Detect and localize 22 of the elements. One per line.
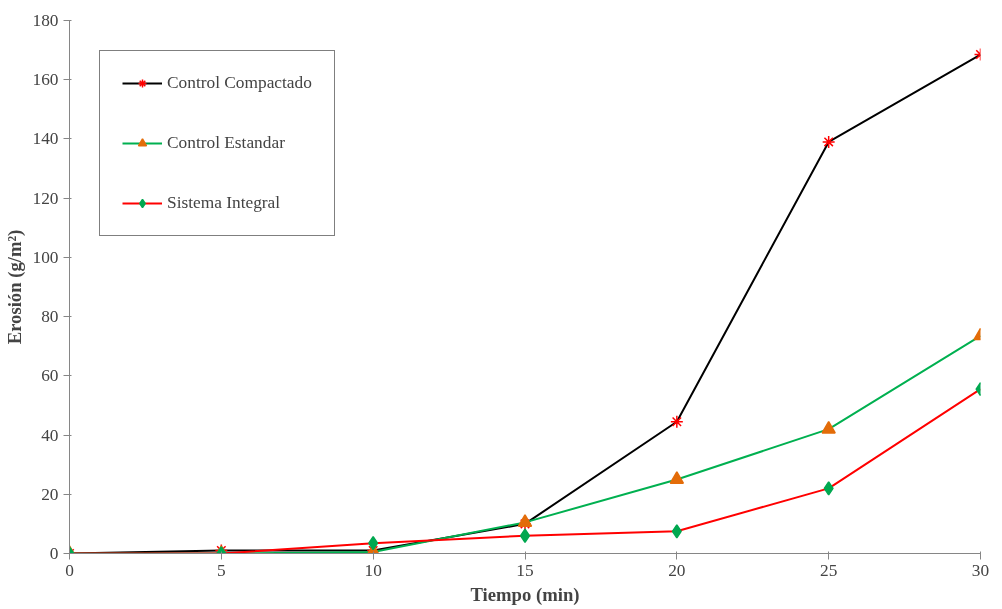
y-tick-label: 120: [32, 188, 59, 208]
y-tick-label: 180: [32, 11, 59, 30]
x-tick-label: 30: [971, 560, 990, 580]
y-tick-label: 0: [49, 544, 59, 563]
y-tick-label: 140: [32, 129, 59, 149]
y-tick-label: 80: [41, 307, 59, 327]
legend-label: Control Estandar: [167, 133, 285, 153]
y-tick-label: 160: [32, 70, 59, 90]
legend-label: Control Compactado: [167, 73, 312, 93]
y-tick-label: 60: [41, 366, 59, 386]
x-tick-label: 25: [820, 560, 838, 580]
x-tick-label: 10: [364, 560, 382, 580]
y-tick-label: 20: [41, 484, 59, 504]
x-tick-label: 5: [217, 560, 226, 580]
x-tick-label: 15: [516, 560, 534, 580]
legend-label: Sistema Integral: [167, 193, 281, 213]
y-tick-label: 100: [32, 247, 59, 267]
x-tick-label: 20: [668, 560, 686, 580]
x-axis-title: Tiempo (min): [470, 583, 580, 606]
x-tick-label: 0: [65, 560, 74, 580]
y-axis-title: Erosión (g/m²): [3, 229, 26, 345]
y-tick-label: 40: [41, 425, 59, 445]
